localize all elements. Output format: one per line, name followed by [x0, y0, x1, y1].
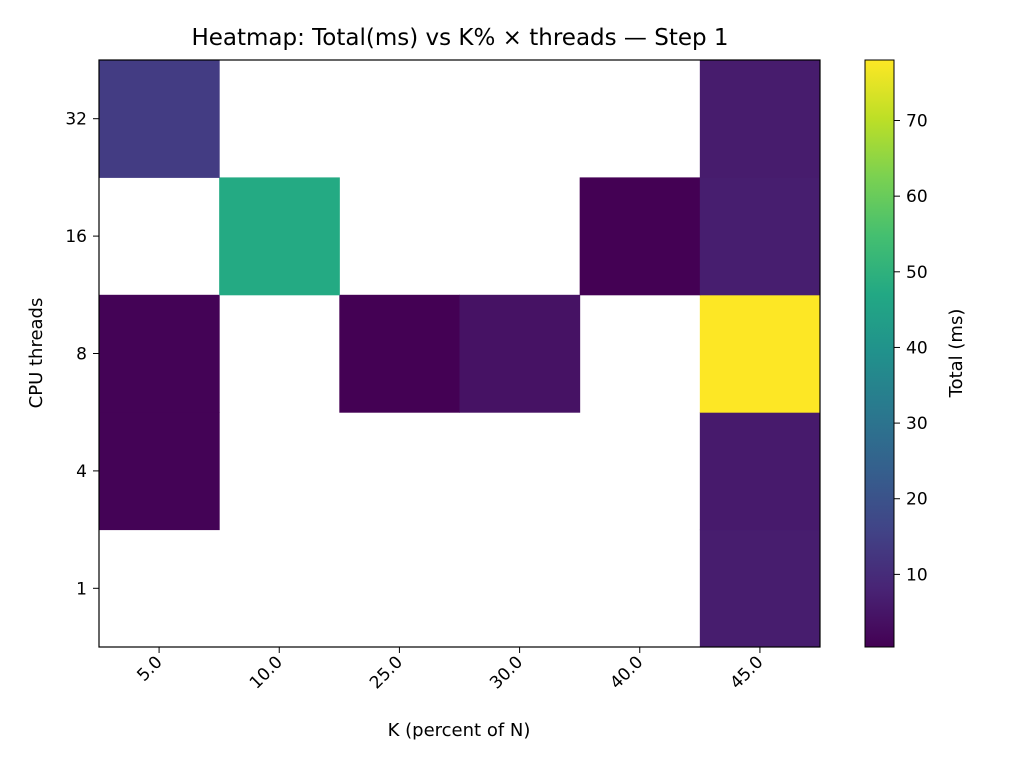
- x-tick-label: 30.0: [486, 652, 527, 693]
- y-tick-label: 16: [65, 227, 87, 247]
- x-tick-label: 10.0: [246, 652, 287, 693]
- heatmap-cell-45.0-8: [699, 294, 821, 413]
- heatmap-cell-5.0-32: [99, 60, 220, 178]
- heatmap-cell-10.0-16: [219, 177, 340, 296]
- heatmap-cell-45.0-32: [699, 60, 821, 178]
- x-axis: 5.0 10.0 25.0 30.0 40.0 45.0: [133, 647, 767, 693]
- heatmap-cell-5.0-8: [99, 294, 220, 413]
- heatmap-cell-40.0-16: [579, 177, 701, 296]
- y-tick-label: 32: [65, 110, 87, 130]
- y-tick-label: 4: [76, 462, 87, 482]
- heatmap-cell-45.0-1: [699, 529, 821, 648]
- x-tick-label: 25.0: [366, 652, 407, 693]
- y-tick-label: 8: [76, 345, 87, 365]
- colorbar-tick-label: 50: [906, 263, 928, 283]
- y-axis: 1 4 8 16 32: [65, 110, 99, 599]
- colorbar-tick-label: 70: [906, 112, 928, 132]
- x-axis-label: K (percent of N): [388, 720, 531, 741]
- x-tick-label: 5.0: [133, 652, 166, 685]
- heatmap-cell-45.0-4: [699, 412, 821, 531]
- chart-title: Heatmap: Total(ms) vs K% × threads — Ste…: [191, 25, 728, 51]
- colorbar-tick-label: 20: [906, 490, 928, 510]
- y-axis-label: CPU threads: [26, 298, 47, 409]
- colorbar-tick-label: 10: [906, 565, 928, 585]
- x-tick-label: 40.0: [606, 652, 647, 693]
- heatmap-cell-5.0-4: [99, 412, 220, 531]
- heatmap-cell-25.0-8: [339, 294, 460, 413]
- colorbar-tick-label: 30: [906, 414, 928, 434]
- colorbar-tick-label: 60: [906, 187, 928, 207]
- heatmap-cells: [99, 60, 821, 648]
- colorbar-gradient: [864, 59, 895, 648]
- colorbar-label: Total (ms): [946, 309, 967, 399]
- heatmap-cell-30.0-8: [459, 294, 581, 413]
- colorbar: 10 20 30 40 50 60 70 Total (ms): [864, 59, 967, 648]
- heatmap-cell-45.0-16: [699, 177, 821, 296]
- x-tick-label: 45.0: [727, 652, 768, 693]
- y-tick-label: 1: [76, 579, 87, 599]
- colorbar-tick-label: 40: [906, 338, 928, 358]
